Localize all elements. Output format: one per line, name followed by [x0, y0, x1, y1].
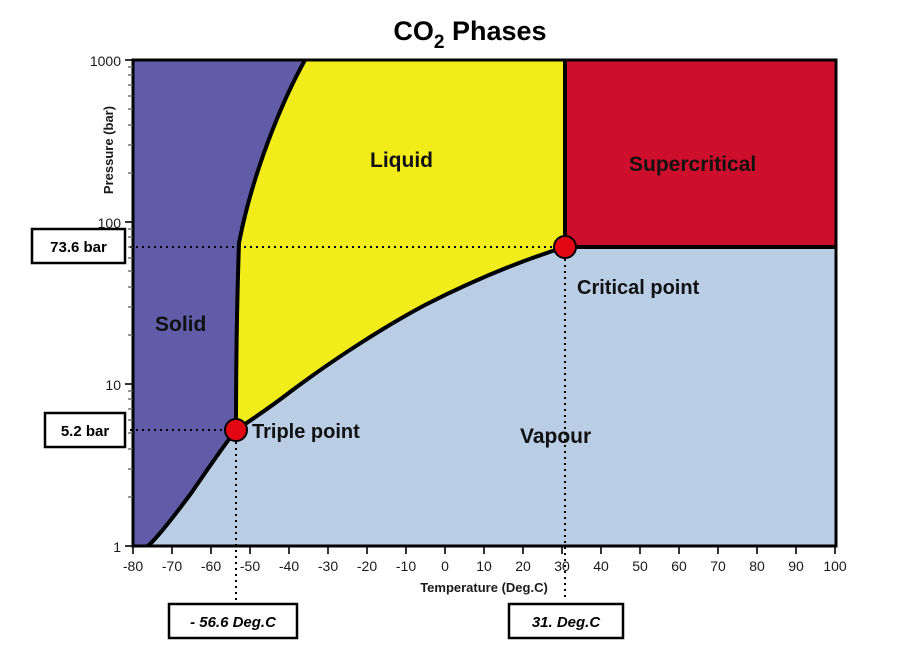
chart-title-tail: Phases	[445, 16, 547, 46]
callout-triple-temperature-text: - 56.6 Deg.C	[190, 614, 277, 631]
x-tick-label-20: 20	[515, 558, 531, 574]
callout-triple-temperature: - 56.6 Deg.C	[167, 602, 299, 640]
x-tick-label-0: 0	[441, 558, 449, 574]
region-supercritical-fill	[565, 60, 836, 247]
callout-critical-pressure-text: 73.6 bar	[50, 239, 107, 256]
x-tick-label--30: -30	[318, 558, 338, 574]
callout-triple-temperature-box	[167, 602, 299, 640]
callout-critical-pressure: 73.6 bar	[30, 227, 127, 265]
sublimation-curve	[146, 428, 238, 546]
vaporization-curve	[234, 245, 567, 432]
callout-critical-temperature: 31. Deg.C	[507, 602, 625, 640]
x-tick-label-40: 40	[593, 558, 609, 574]
x-tick-label--70: -70	[162, 558, 182, 574]
special-points: Triple point Critical point	[224, 235, 700, 443]
callout-triple-pressure: 5.2 bar	[43, 411, 127, 449]
x-tick-label--80: -80	[123, 558, 143, 574]
callout-critical-pressure-box	[30, 227, 127, 265]
x-tick-marks	[132, 546, 836, 554]
x-tick-label-10: 10	[476, 558, 492, 574]
region-label-liquid: Liquid	[370, 149, 433, 172]
x-axis-title: Temperature (Deg.C)	[420, 580, 548, 595]
x-tick-label-70: 70	[710, 558, 726, 574]
y-axis-title: Pressure (bar)	[101, 106, 116, 194]
x-tick-label--20: -20	[357, 558, 377, 574]
x-tick-label--60: -60	[201, 558, 221, 574]
chart-title: CO2 Phases	[393, 16, 546, 53]
x-tick-label--40: -40	[279, 558, 299, 574]
region-label-vapour: Vapour	[520, 425, 591, 448]
callout-triple-pressure-text: 5.2 bar	[61, 423, 110, 440]
region-label-solid: Solid	[155, 313, 206, 336]
y-tick-label-10: 10	[105, 377, 121, 393]
region-liquid-fill	[236, 60, 565, 430]
x-tick-label--50: -50	[240, 558, 260, 574]
region-solid-fill	[133, 60, 305, 546]
triple-point-marker	[224, 418, 248, 442]
x-tick-label-90: 90	[788, 558, 804, 574]
callout-critical-temperature-box	[507, 602, 625, 640]
triple-point-label: Triple point	[252, 421, 360, 443]
x-tick-label-100: 100	[823, 558, 847, 574]
y-tick-label-1: 1	[113, 539, 121, 555]
region-labels: Solid Liquid Supercritical Vapour	[155, 149, 756, 448]
chart-title-subscript: 2	[434, 32, 445, 53]
y-minor-ticks	[128, 66, 133, 498]
region-label-supercritical: Supercritical	[629, 153, 756, 176]
x-axis: -80 -70 -60 -50 -40 -30 -20 -10 0 10 20 …	[123, 546, 847, 595]
chart-title-main: CO	[393, 16, 434, 46]
critical-point-marker	[553, 235, 577, 259]
callout-boxes: 73.6 bar 5.2 bar - 56.6 Deg.C 31. Deg.C	[30, 227, 625, 640]
x-tick-label-60: 60	[671, 558, 687, 574]
melting-curve	[234, 60, 307, 432]
y-tick-label-100: 100	[98, 215, 122, 231]
x-tick-labels: -80 -70 -60 -50 -40 -30 -20 -10 0 10 20 …	[123, 558, 847, 574]
y-tick-label-1000: 1000	[90, 53, 121, 69]
callout-critical-temperature-text: 31. Deg.C	[532, 614, 602, 631]
plot-regions	[133, 60, 836, 546]
x-tick-label-80: 80	[749, 558, 765, 574]
callout-triple-pressure-box	[43, 411, 127, 449]
guide-lines	[124, 246, 566, 600]
y-axis: 1000 100 10 1 Pressure (bar)	[90, 53, 133, 555]
x-tick-label-50: 50	[632, 558, 648, 574]
x-tick-label--10: -10	[396, 558, 416, 574]
critical-point-label: Critical point	[577, 277, 700, 299]
x-tick-label-30: 30	[554, 558, 570, 574]
phase-boundaries	[146, 60, 836, 546]
